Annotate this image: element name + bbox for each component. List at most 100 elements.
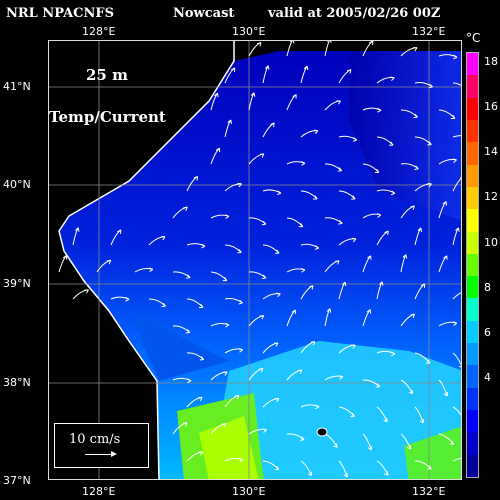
colorbar-segment (467, 253, 478, 277)
streamline (400, 433, 412, 450)
streamline-arrowhead (237, 249, 242, 254)
streamline-arrowhead (225, 322, 230, 328)
streamline-arrowhead (383, 417, 388, 423)
map-frame (48, 40, 462, 480)
streamline-arrowhead (336, 100, 341, 105)
streamline-arrowhead (261, 220, 267, 226)
streamline-arrowhead (452, 321, 458, 326)
streamline-arrowhead (376, 213, 382, 218)
colorbar (466, 52, 479, 478)
colorbar-segment (467, 231, 478, 255)
streamline-arrowhead (198, 396, 203, 402)
streamline-arrowhead (350, 412, 355, 417)
streamline-arrowhead (459, 177, 461, 179)
streamline-arrowhead (458, 365, 461, 368)
streamline-arrowhead (384, 230, 389, 236)
streamline-arrowhead (427, 182, 432, 188)
streamline-arrowhead (289, 41, 295, 44)
streamline-arrowhead (125, 296, 130, 302)
streamline-arrowhead (335, 260, 340, 265)
streamline-arrowhead (258, 368, 264, 373)
streamline (362, 433, 372, 451)
streamline-arrowhead (300, 436, 305, 441)
streamline (324, 41, 330, 57)
streamline-arrowhead (410, 313, 415, 319)
streamline-arrowhead (182, 422, 188, 427)
streamline-arrowhead (291, 309, 296, 315)
streamline (452, 177, 461, 192)
streamline-arrowhead (313, 195, 318, 200)
streamline-arrowhead (391, 351, 396, 357)
streamline-arrowhead (274, 465, 280, 471)
lat-label-38: 38°N (3, 376, 31, 389)
streamline (452, 135, 461, 138)
streamline-arrowhead (443, 391, 448, 397)
streamline-arrowhead (351, 344, 356, 349)
streamline-arrowhead (351, 237, 357, 243)
streamline (376, 406, 388, 423)
streamline (414, 406, 424, 424)
streamline-arrowhead (460, 418, 461, 420)
streamline-arrowhead (227, 119, 232, 124)
streamline-arrowhead (160, 236, 166, 241)
streamline-arrowhead (314, 245, 320, 250)
colorbar-segment (467, 387, 478, 411)
streamline-arrowhead (326, 41, 332, 43)
streamline-arrowhead (262, 428, 267, 433)
streamline-arrowhead (338, 220, 343, 225)
streamline-arrowhead (303, 65, 309, 71)
streamline-arrowhead (412, 47, 418, 52)
streamline-arrowhead (183, 206, 188, 211)
streamline-arrowhead (309, 285, 314, 290)
streamline (248, 42, 262, 57)
streamline-arrowhead (442, 201, 448, 206)
streamline-arrowhead (238, 347, 244, 353)
streamline-arrowhead (366, 309, 372, 314)
colorbar-segment (467, 343, 478, 366)
streamline-arrowhead (417, 227, 422, 232)
streamline-arrowhead (161, 302, 166, 308)
streamline-arrowhead (231, 67, 236, 72)
streamline-arrowhead (298, 222, 304, 228)
streamline-arrowhead (347, 69, 352, 74)
streamline-arrowhead (186, 274, 191, 279)
colorbar-segment (467, 320, 478, 344)
streamline-arrowhead (193, 175, 199, 181)
colorbar-segment (467, 298, 478, 322)
streamline-arrowhead (273, 342, 279, 347)
mid-blue-region (129, 311, 229, 381)
cb-tick-6: 6 (484, 326, 491, 339)
scale-label: 10 cm/s (69, 432, 121, 447)
cb-tick-18: 18 (484, 55, 498, 68)
colorbar-segment (467, 97, 478, 121)
streamline-arrowhead (384, 471, 389, 476)
streamline-arrowhead (414, 165, 419, 171)
light-blue-region (209, 341, 461, 479)
streamline-arrowhead (452, 158, 457, 163)
colorbar-segment (467, 276, 478, 299)
streamline (286, 41, 293, 57)
sea-east (349, 51, 461, 221)
unit-label: °C (466, 31, 481, 45)
streamline-arrowhead (333, 443, 338, 448)
streamline-arrowhead (117, 229, 122, 234)
streamline-arrowhead (215, 147, 221, 153)
streamline-arrowhead (234, 394, 240, 400)
lon-label-128-bottom: 128°E (82, 485, 116, 498)
valid-time: valid at 2005/02/26 00Z (268, 6, 441, 21)
streamline-arrowhead (315, 404, 320, 410)
cb-tick-12: 12 (484, 190, 498, 203)
streamline (452, 457, 461, 462)
streamline-arrowhead (375, 383, 381, 388)
streamline-arrowhead (270, 122, 275, 127)
streamline-arrowhead (292, 94, 297, 99)
streamline-arrowhead (408, 389, 414, 395)
streamline-arrowhead (427, 141, 432, 146)
streamline-arrowhead (237, 182, 242, 188)
colorbar-segment (467, 454, 478, 478)
colorbar-segment (467, 142, 478, 166)
streamline-arrowhead (455, 227, 460, 232)
current-streamlines (58, 41, 461, 478)
streamline (376, 460, 389, 476)
streamline-arrowhead (275, 249, 280, 254)
